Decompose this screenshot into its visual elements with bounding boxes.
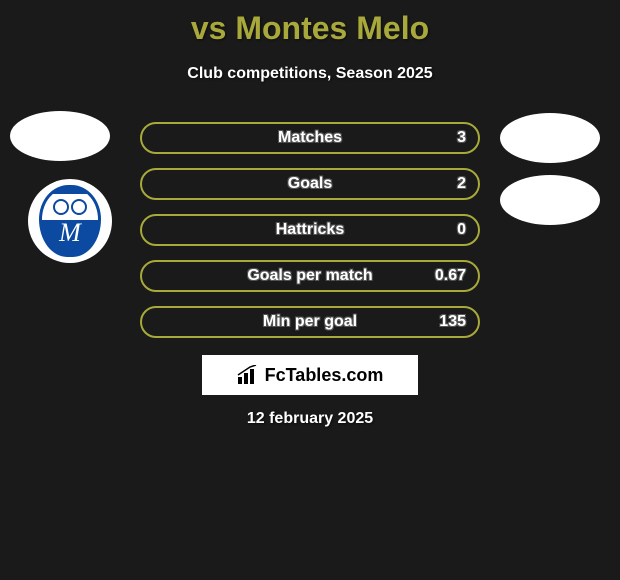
stat-value: 3 [457,129,466,147]
stat-label: Goals per match [142,267,478,285]
date-label: 12 february 2025 [0,410,620,428]
stat-row: Min per goal 135 [140,306,480,338]
stat-row: Goals 2 [140,168,480,200]
club-rings-icon [50,198,90,216]
chart-icon [237,365,259,385]
stats-bars: Matches 3 Goals 2 Hattricks 0 Goals per … [140,122,480,352]
avatar-left [10,111,110,161]
stat-label: Matches [142,129,478,147]
brand-logo: FcTables.com [202,355,418,395]
avatar-right-bottom [500,175,600,225]
stat-label: Goals [142,175,478,193]
stat-value: 0.67 [435,267,466,285]
page-title: vs Montes Melo [0,0,620,47]
stat-value: 2 [457,175,466,193]
stat-label: Min per goal [142,313,478,331]
stat-value: 0 [457,221,466,239]
brand-text: FcTables.com [265,365,384,386]
club-badge: M [28,179,112,263]
stat-row: Matches 3 [140,122,480,154]
stat-value: 135 [439,313,466,331]
stat-row: Hattricks 0 [140,214,480,246]
club-letter: M [59,218,81,248]
avatar-right-top [500,113,600,163]
stat-row: Goals per match 0.67 [140,260,480,292]
page-subtitle: Club competitions, Season 2025 [0,65,620,83]
stat-label: Hattricks [142,221,478,239]
